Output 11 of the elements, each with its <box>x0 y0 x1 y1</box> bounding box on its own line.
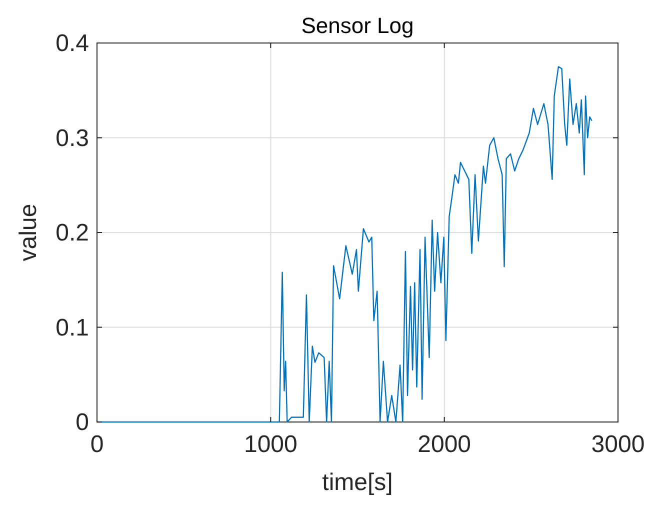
y-tick-label: 0 <box>76 409 89 436</box>
y-axis-title: value <box>15 204 42 262</box>
chart-title: Sensor Log <box>301 13 414 38</box>
y-tick-label: 0.4 <box>56 30 89 57</box>
y-tick-label: 0.3 <box>56 124 89 152</box>
x-tick-label: 1000 <box>244 431 298 458</box>
y-tick-label: 0.1 <box>56 314 89 342</box>
x-tick-label: 3000 <box>591 431 645 458</box>
y-tick-label: 0.2 <box>56 220 89 246</box>
x-tick-label: 2000 <box>418 431 472 458</box>
x-axis-title: time[s] <box>322 469 393 496</box>
